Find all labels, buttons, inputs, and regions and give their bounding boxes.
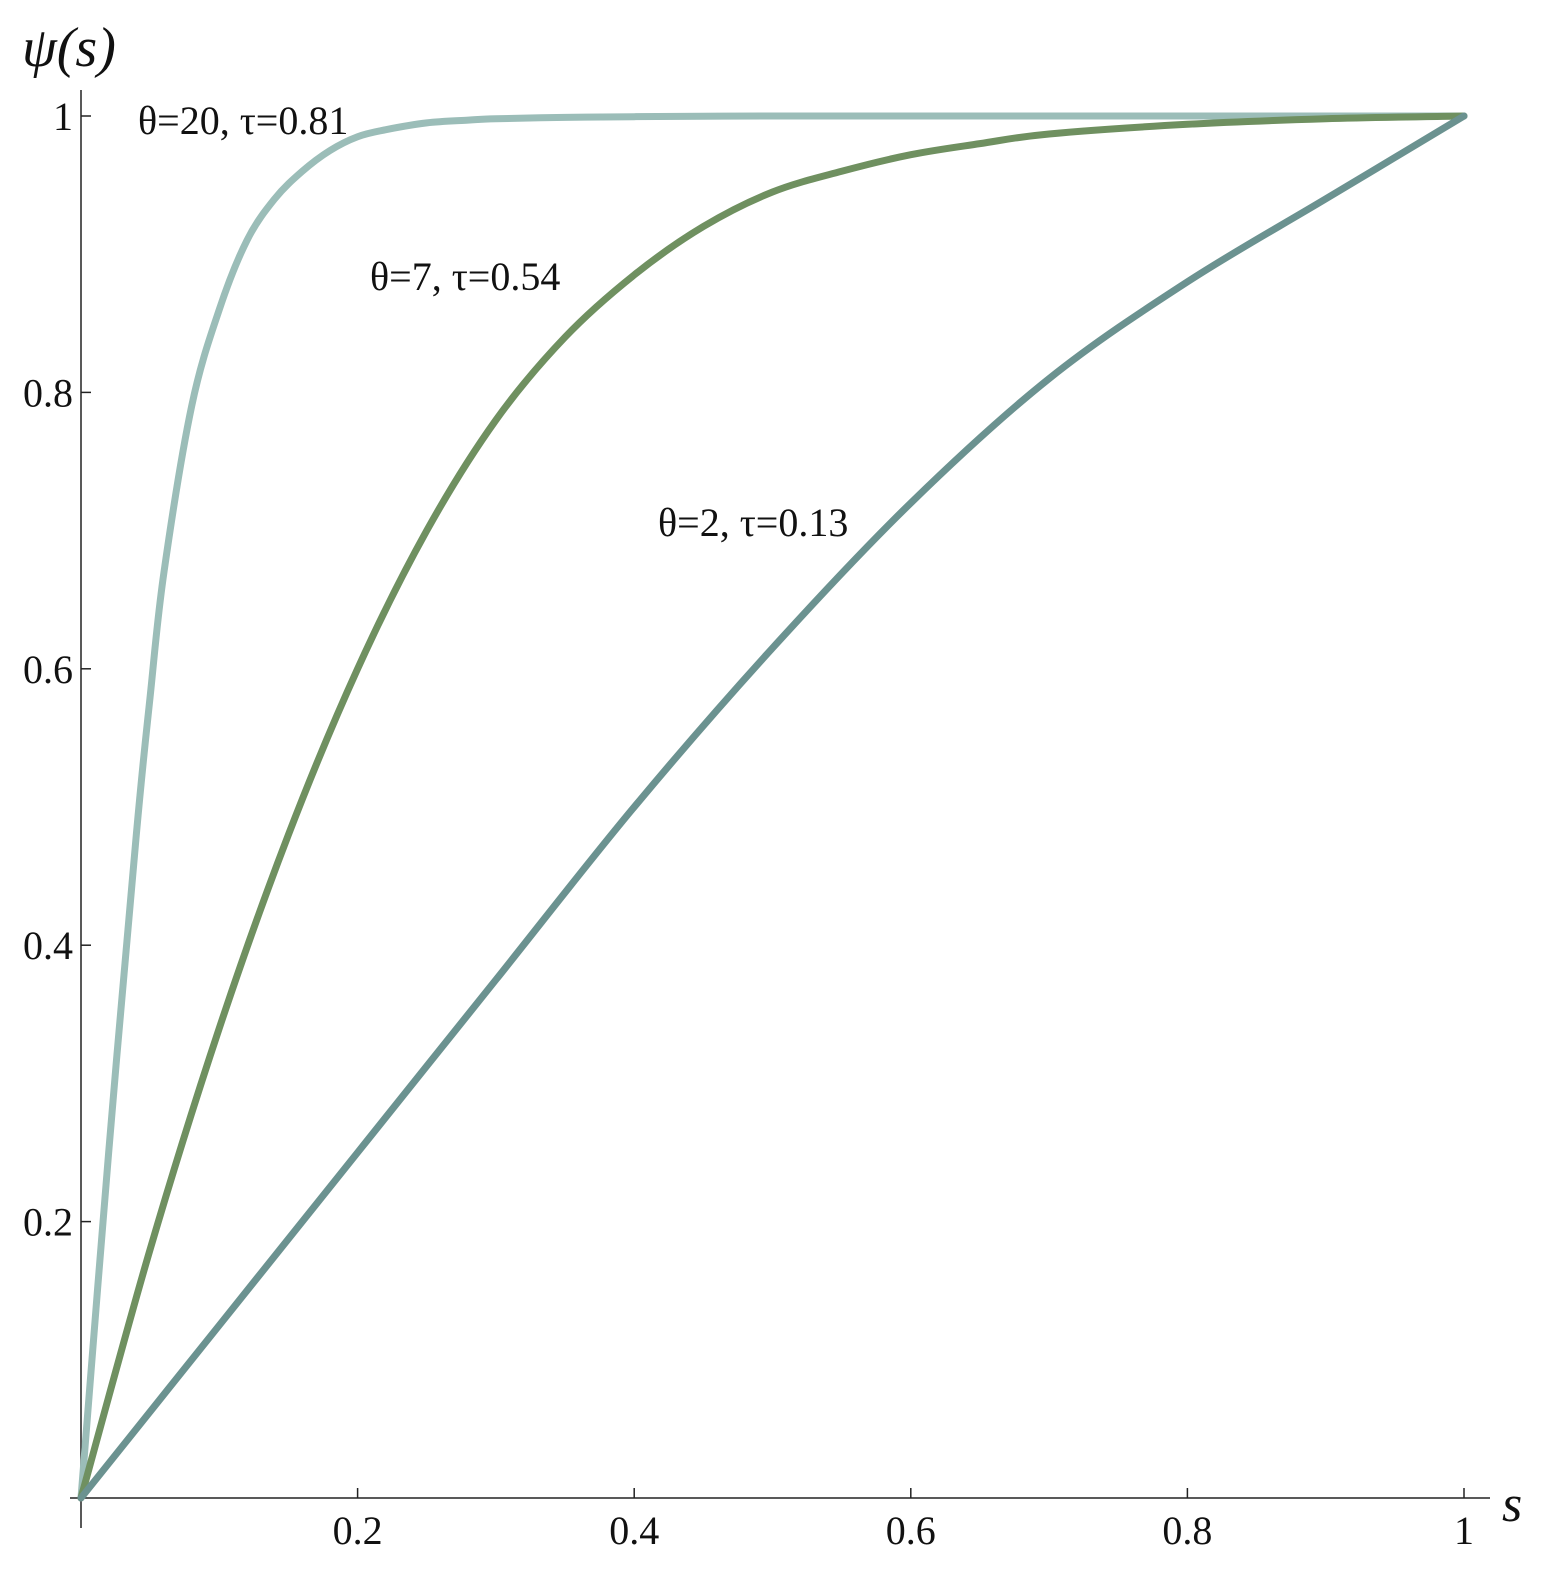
y-tick-label: 1 (53, 94, 73, 139)
y-tick-label: 0.4 (23, 923, 73, 968)
x-tick-label: 1 (1454, 1508, 1474, 1553)
x-tick-label: 0.2 (333, 1508, 383, 1553)
x-tick-label: 0.8 (1162, 1508, 1212, 1553)
x-tick-label: 0.6 (886, 1508, 936, 1553)
ticks: 0.2 0.4 0.6 0.8 1 0.2 0.4 0.6 0.8 1 (23, 94, 1474, 1553)
x-tick-label: 0.4 (609, 1508, 659, 1553)
x-axis-title: s (1502, 1476, 1522, 1533)
y-tick-label: 0.8 (23, 370, 73, 415)
y-tick-label: 0.2 (23, 1200, 73, 1245)
series-line-2 (77, 112, 1468, 1502)
series-line-1 (77, 112, 1468, 1502)
series-group (77, 112, 1468, 1502)
series-label-theta-7: θ=7, τ=0.54 (370, 254, 560, 299)
series-label-theta-20: θ=20, τ=0.81 (138, 98, 348, 143)
series-line-0 (77, 112, 1468, 1502)
labels: ψ(s) s θ=20, τ=0.81 θ=7, τ=0.54 θ=2, τ=0… (22, 17, 1522, 1533)
y-tick-label: 0.6 (23, 647, 73, 692)
series-label-theta-2: θ=2, τ=0.13 (658, 500, 848, 545)
y-axis-title: ψ(s) (22, 17, 116, 79)
axes (70, 90, 1490, 1528)
